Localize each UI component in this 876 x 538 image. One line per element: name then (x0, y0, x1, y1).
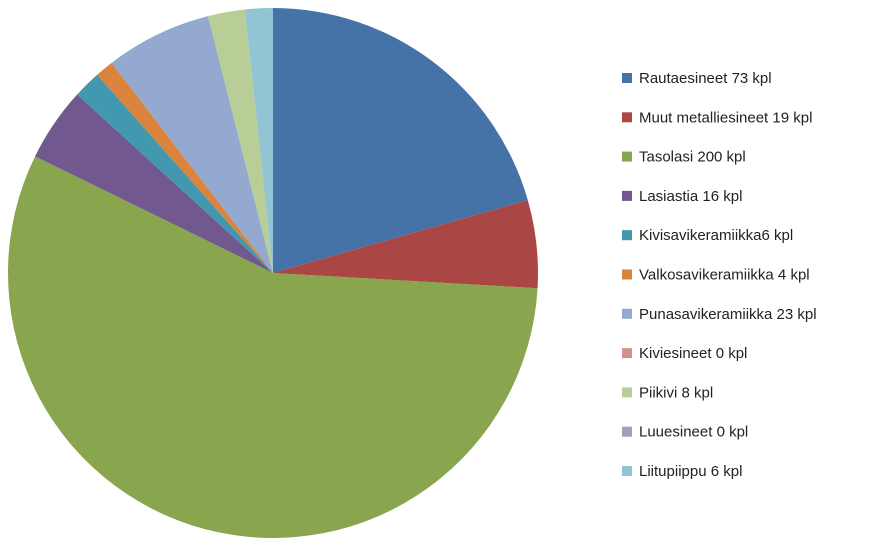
legend-swatch (622, 348, 632, 359)
legend-label: Muut metalliesineet 19 kpl (639, 109, 812, 126)
legend-label: Tasolasi 200 kpl (639, 149, 746, 166)
legend-swatch (622, 190, 632, 201)
legend-swatch (622, 269, 632, 280)
legend-label: Kivisavikeramiikka6 kpl (639, 227, 793, 244)
legend-label: Valkosavikeramiikka 4 kpl (639, 266, 810, 283)
legend-label: Rautaesineet 73 kpl (639, 70, 772, 87)
legend-swatch (622, 112, 632, 123)
pie-slice (8, 156, 538, 538)
legend-swatch (622, 308, 632, 319)
pie-slice (273, 200, 538, 289)
legend-label: Lasiastia 16 kpl (639, 188, 742, 205)
legend-label: Kiviesineet 0 kpl (639, 345, 747, 362)
legend-swatch (622, 151, 632, 162)
legend-swatch (622, 466, 632, 476)
pie-slice (77, 74, 273, 274)
legend-label: Punasavikeramiikka 23 kpl (639, 306, 817, 323)
legend-swatch (622, 73, 632, 83)
pie-slice (111, 16, 273, 274)
pie-slice (273, 8, 528, 273)
legend-swatch (622, 230, 632, 241)
pie-slice (208, 9, 273, 274)
pie-slice (35, 94, 273, 273)
legend-swatch (622, 387, 632, 398)
legend-swatch (622, 426, 632, 437)
legend-label: Piikivi 8 kpl (639, 384, 713, 401)
legend-label: Luuesineet 0 kpl (639, 424, 748, 441)
pie-slice (97, 62, 273, 273)
pie-slice (244, 8, 273, 273)
legend-label: Liitupiippu 6 kpl (639, 463, 742, 480)
